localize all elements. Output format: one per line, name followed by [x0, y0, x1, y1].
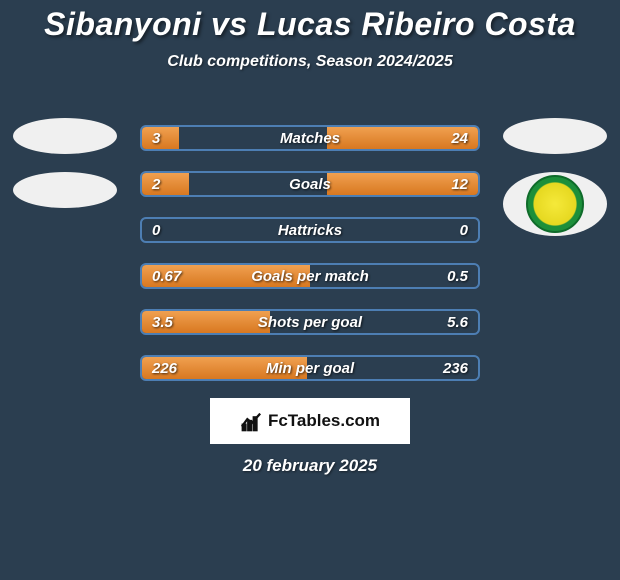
- stat-value-right: 24: [451, 127, 468, 149]
- stat-row-shots-per-goal: 3.5 Shots per goal 5.6: [140, 309, 480, 335]
- stat-label: Hattricks: [142, 219, 478, 241]
- attribution: FcTables.com: [210, 398, 410, 444]
- stat-label: Goals per match: [142, 265, 478, 287]
- stat-value-right: 12: [451, 173, 468, 195]
- stat-value-right: 5.6: [447, 311, 468, 333]
- subtitle: Club competitions, Season 2024/2025: [0, 53, 620, 71]
- player1-nation-logo: [13, 172, 117, 208]
- stats-table: 3 Matches 24 2 Goals 12 0 Hattricks 0 0.…: [140, 125, 480, 401]
- stat-value-right: 236: [443, 357, 468, 379]
- stat-label: Shots per goal: [142, 311, 478, 333]
- stat-label: Matches: [142, 127, 478, 149]
- player1-club-logo: [13, 118, 117, 154]
- stat-row-min-per-goal: 226 Min per goal 236: [140, 355, 480, 381]
- chart-icon: [240, 410, 262, 432]
- player2-nation-logo: [503, 118, 607, 154]
- stat-value-right: 0.5: [447, 265, 468, 287]
- stat-row-goals-per-match: 0.67 Goals per match 0.5: [140, 263, 480, 289]
- date: 20 february 2025: [0, 456, 620, 476]
- stat-row-matches: 3 Matches 24: [140, 125, 480, 151]
- stat-label: Goals: [142, 173, 478, 195]
- stat-value-right: 0: [460, 219, 468, 241]
- attribution-text: FcTables.com: [268, 411, 380, 431]
- stat-label: Min per goal: [142, 357, 478, 379]
- page-title: Sibanyoni vs Lucas Ribeiro Costa: [0, 0, 620, 43]
- right-badges: [500, 118, 610, 236]
- player2-club-logo: [503, 172, 607, 236]
- stat-row-goals: 2 Goals 12: [140, 171, 480, 197]
- left-badges: [10, 118, 120, 226]
- stat-row-hattricks: 0 Hattricks 0: [140, 217, 480, 243]
- sundowns-badge-icon: [526, 175, 584, 233]
